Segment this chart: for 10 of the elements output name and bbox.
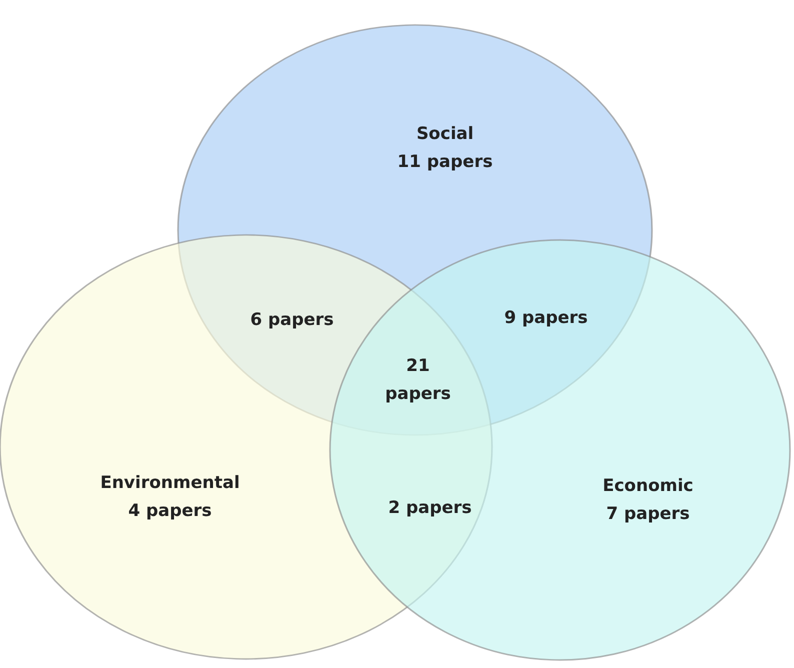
data-label: 7 papers: [606, 504, 690, 524]
text: 21 papers: [385, 356, 451, 404]
text: 9 papers: [504, 308, 588, 328]
text: 2 papers: [388, 498, 472, 518]
series-label: Economic: [602, 476, 694, 496]
data-label: 4 papers: [128, 501, 212, 521]
data-label: 11 papers: [397, 152, 493, 172]
series-label: Social: [416, 124, 474, 144]
series-label: Environmental: [100, 473, 240, 493]
text: 6 papers: [250, 310, 334, 330]
